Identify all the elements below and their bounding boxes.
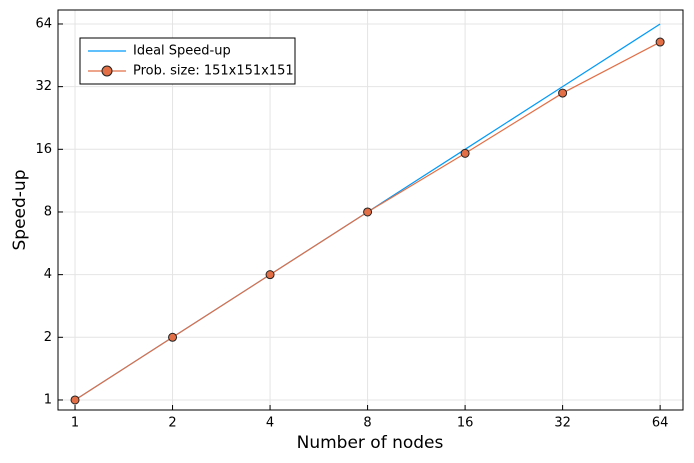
data-point: [558, 88, 568, 98]
data-point: [363, 207, 373, 217]
legend-label: Ideal Speed-up: [133, 44, 231, 59]
data-point: [168, 332, 178, 342]
data-point: [70, 395, 80, 405]
y-tick-label: 16: [35, 142, 52, 157]
x-tick-label: 16: [457, 416, 474, 431]
data-point: [460, 148, 470, 158]
x-tick-label: 1: [71, 416, 79, 431]
y-tick-label: 8: [44, 204, 52, 219]
x-tick-label: 2: [168, 416, 176, 431]
y-axis-label: Speed-up: [10, 170, 30, 251]
legend-label: Prob. size: 151x151x151: [133, 64, 294, 79]
y-tick-label: 32: [35, 79, 52, 94]
y-tick-label: 64: [35, 16, 52, 31]
legend-marker: [101, 65, 113, 77]
y-tick-label: 1: [44, 392, 52, 407]
plot-frame: [57, 9, 684, 411]
legend-box: [79, 37, 296, 85]
x-tick-label: 8: [363, 416, 371, 431]
x-tick-label: 4: [266, 416, 274, 431]
x-axis-label: Number of nodes: [297, 433, 444, 453]
x-tick-label: 64: [652, 416, 669, 431]
data-point: [655, 37, 665, 47]
y-tick-label: 4: [44, 267, 52, 282]
x-tick-label: 32: [554, 416, 571, 431]
y-tick-label: 2: [44, 330, 52, 345]
data-point: [265, 270, 275, 280]
